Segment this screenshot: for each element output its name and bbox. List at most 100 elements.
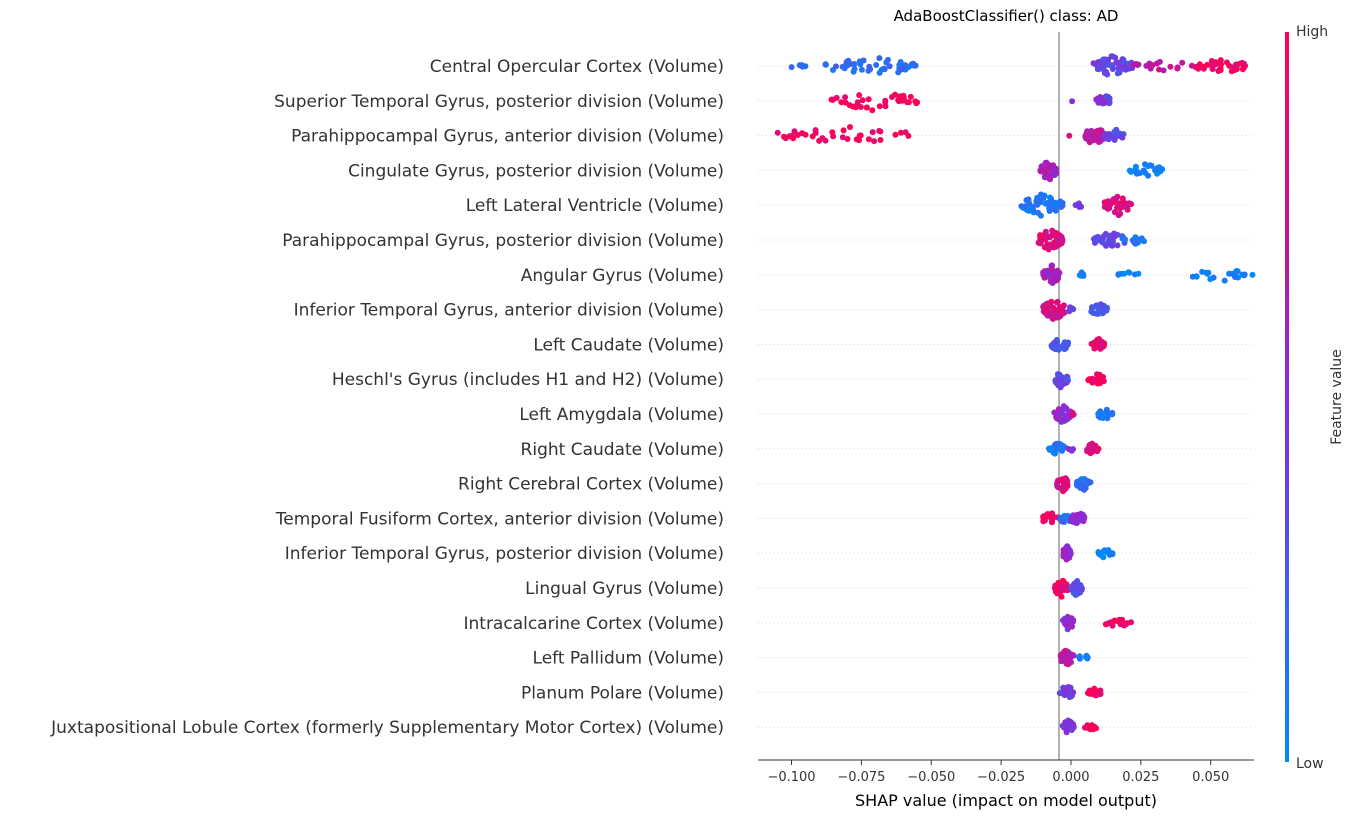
shap-point [1091,339,1098,346]
shap-point [1063,544,1070,551]
shap-point [1207,276,1214,283]
shap-point [1052,338,1059,345]
shap-point [1057,514,1064,521]
shap-point [1090,726,1097,733]
shap-point [1097,691,1104,697]
shap-point [1048,445,1055,451]
feature-label: Right Caudate (Volume) [521,440,724,460]
shap-point [1091,685,1098,692]
shap-point [790,135,797,142]
shap-point [853,136,860,143]
shap-point [1095,59,1101,66]
shap-point [1081,485,1088,492]
shap-point [812,127,819,134]
shap-point [1160,67,1167,74]
shap-point [1217,67,1224,73]
shap-point [1103,68,1109,75]
shap-point [1097,307,1104,314]
shap-point [898,129,904,136]
shap-point [1223,59,1230,66]
shap-point [1049,315,1056,322]
feature-label: Central Opercular Cortex (Volume) [430,57,724,77]
shap-point [847,124,853,130]
shap-point [1156,58,1163,65]
shap-point [1067,304,1073,311]
feature-label: Juxtapositional Lobule Cortex (formerly … [50,718,724,738]
shap-point [1174,65,1181,72]
shap-point [1044,200,1051,207]
shap-point [1095,66,1102,73]
shap-point [877,137,884,143]
shap-point [1092,692,1099,699]
shap-point [1048,519,1055,526]
shap-point [859,97,866,104]
shap-point [1059,202,1066,209]
feature-label: Left Pallidum (Volume) [533,649,724,669]
shap-point [1089,304,1095,311]
shap-point [1064,416,1071,423]
shap-point [896,61,903,68]
shap-point [1074,512,1081,519]
shap-point [1058,418,1065,425]
shap-point [1056,307,1063,314]
shap-point [1097,343,1104,350]
shap-point [1156,66,1162,73]
shap-point [899,97,906,104]
shap-point [867,66,874,73]
shap-point [1234,268,1241,275]
feature-label: Inferior Temporal Gyrus, posterior divis… [285,544,724,564]
shap-point [1047,194,1053,201]
shap-point [1066,618,1073,625]
x-tick-label: −0.025 [977,770,1025,785]
shap-point [1121,65,1128,72]
shap-point [1125,269,1132,276]
shap-point [1054,298,1061,305]
shap-point [1229,270,1235,277]
shap-point [851,61,858,67]
feature-label: Lingual Gyrus (Volume) [525,579,724,599]
shap-point [913,100,920,107]
shap-point [1221,277,1228,284]
shap-point [1105,136,1112,143]
shap-point [865,136,872,143]
shap-point [1059,577,1066,584]
shap-point [1059,477,1066,483]
shap-point [876,69,883,76]
shap-point [1063,729,1070,736]
shap-point [1058,593,1065,600]
shap-point [1125,200,1132,207]
shap-point [1133,234,1139,241]
shap-point [1108,53,1115,60]
shap-point [876,55,883,62]
shap-point [794,132,801,138]
shap-point [1084,690,1091,696]
shap-point [1059,722,1066,729]
feature-label: Intracalcarine Cortex (Volume) [463,614,724,634]
x-tick-label: 0.025 [1122,770,1159,785]
shap-point [1078,586,1085,593]
shap-point [1040,514,1047,521]
shap-point [1058,235,1065,242]
shap-point [1047,241,1054,248]
shap-point [1091,376,1098,383]
shap-point [1116,616,1123,623]
shap-point [863,104,870,111]
shap-point [1111,199,1118,206]
shap-point [1060,442,1067,449]
colorbar-high-label: High [1296,24,1328,40]
shap-point [1054,446,1061,453]
shap-point [1056,371,1063,378]
shap-point [1100,56,1107,63]
shap-point [1111,128,1118,135]
shap-point [909,61,916,68]
shap-point [1115,271,1122,278]
shap-point [1217,57,1224,64]
shap-point [1070,689,1077,696]
feature-label: Cingulate Gyrus, posterior division (Vol… [348,161,724,181]
shap-point [1061,655,1068,662]
feature-label: Left Amygdala (Volume) [519,405,724,425]
shap-point [840,127,847,134]
shap-point [833,63,839,70]
shap-point [1108,411,1115,418]
shap-point [1145,163,1151,170]
